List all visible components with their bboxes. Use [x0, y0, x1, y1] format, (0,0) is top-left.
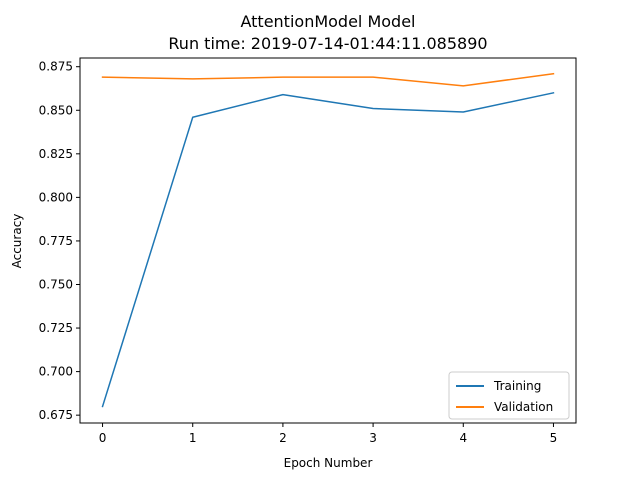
y-axis-label: Accuracy: [10, 214, 24, 269]
y-tick-label: 0.725: [39, 321, 73, 335]
y-axis-ticks: 0.675 0.700 0.725 0.750 0.775 0.800 0.825 0.850…: [39, 60, 80, 422]
x-tick-label: 1: [189, 431, 197, 445]
y-tick-label: 0.850: [39, 103, 73, 117]
legend-label-validation: Validation: [494, 400, 553, 414]
chart-subtitle: Run time: 2019-07-14-01:44:11.085890: [168, 34, 487, 53]
y-tick-label: 0.750: [39, 277, 73, 291]
y-tick-label: 0.775: [39, 234, 73, 248]
chart-title: AttentionModel Model: [240, 12, 415, 31]
x-tick-label: 5: [550, 431, 558, 445]
y-tick-label: 0.675: [39, 408, 73, 422]
series-line-validation: [101, 72, 555, 87]
x-tick-label: 4: [459, 431, 467, 445]
x-tick-label: 0: [99, 431, 107, 445]
x-tick-label: 2: [279, 431, 287, 445]
y-tick-label: 0.800: [39, 190, 73, 204]
x-tick-label: 3: [369, 431, 377, 445]
y-tick-label: 0.825: [39, 147, 73, 161]
x-axis-ticks: 0 1 2 3 4 5: [99, 423, 558, 445]
legend-label-training: Training: [493, 379, 541, 393]
series-layer: [101, 72, 555, 408]
y-tick-label: 0.875: [39, 60, 73, 74]
x-axis-label: Epoch Number: [284, 456, 373, 470]
series-line-training: [101, 91, 555, 408]
y-tick-label: 0.700: [39, 365, 73, 379]
legend: Training Validation: [448, 371, 570, 420]
